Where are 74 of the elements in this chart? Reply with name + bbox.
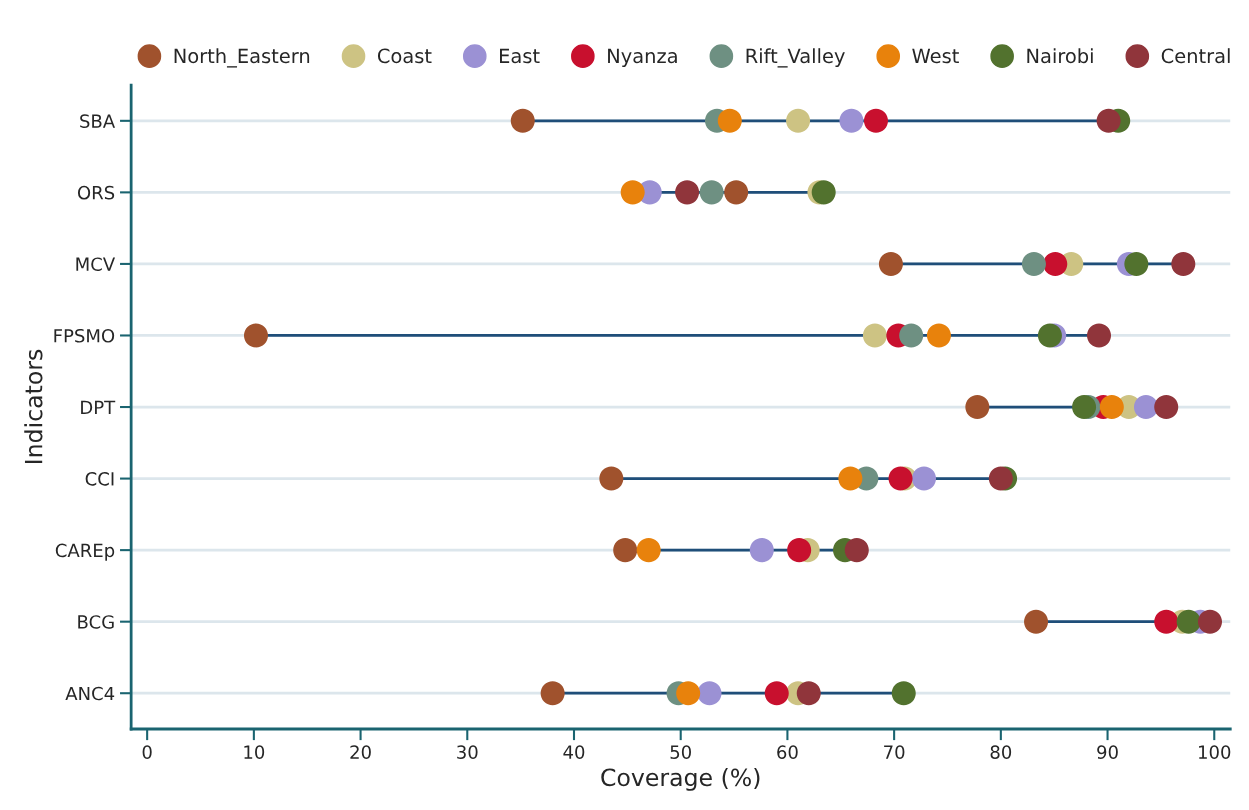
point [724, 180, 749, 205]
point [1154, 609, 1179, 634]
point [1197, 609, 1223, 634]
y-tick-label: DPT [81, 400, 116, 414]
x-tick-label: 70 [884, 745, 905, 759]
x-tick-label: 0 [142, 745, 152, 759]
point [510, 108, 535, 133]
point [620, 180, 645, 205]
x-tick-label: 60 [777, 745, 798, 759]
y-axis-title: Indicators [24, 349, 43, 464]
point [838, 466, 863, 491]
y-tick-label: ANC4 [65, 686, 115, 701]
point [926, 323, 951, 348]
legend-label: West [912, 48, 959, 64]
x-tick-label: 40 [563, 745, 585, 759]
legend-label: East [500, 48, 540, 64]
point [699, 180, 724, 205]
point [613, 538, 638, 563]
point [988, 466, 1013, 491]
point [844, 538, 869, 563]
y-tick-label: CAREp [55, 543, 115, 561]
y-tick-label: FPSMO [54, 328, 115, 343]
point [862, 323, 887, 348]
point [749, 538, 774, 563]
point [540, 681, 565, 706]
legend-label: North_Eastern [174, 48, 310, 68]
point [786, 108, 811, 133]
point [1099, 395, 1124, 420]
point [1021, 251, 1046, 276]
point [1133, 395, 1158, 420]
point [878, 251, 903, 276]
point [599, 466, 624, 491]
point [1124, 251, 1149, 276]
point [764, 681, 789, 706]
point [891, 681, 916, 706]
point [1154, 395, 1179, 420]
legend-label: Rift_Valley [746, 48, 845, 68]
point [675, 180, 700, 205]
y-tick-label: SBA [80, 114, 116, 128]
y-tick-label: CCI [85, 472, 114, 486]
x-tick-label: 20 [350, 745, 371, 759]
legend-label: Nairobi [1027, 48, 1093, 64]
y-tick-label: BCG [78, 615, 114, 629]
y-tick-label: MCV [76, 257, 116, 272]
point [911, 466, 937, 491]
point [1171, 251, 1196, 276]
point [1176, 609, 1201, 634]
x-tick-label: 50 [670, 745, 691, 759]
point [717, 108, 742, 133]
y-tick-label: ORS [77, 185, 115, 200]
x-tick-label: 10 [244, 745, 265, 759]
point [1086, 323, 1112, 348]
legend-label: Coast [377, 48, 432, 64]
point [1037, 323, 1062, 348]
legend-label: Nyanza [608, 48, 677, 68]
point [899, 323, 924, 348]
point [787, 538, 812, 563]
point [796, 681, 821, 706]
point [1024, 609, 1049, 634]
point [243, 323, 269, 348]
x-tick-label: 80 [990, 745, 1012, 759]
point [1043, 251, 1068, 276]
x-axis-title: Coverage (%) [601, 768, 760, 791]
point [863, 108, 889, 133]
legend-label: Central [1161, 48, 1230, 64]
x-tick-label: 100 [1199, 745, 1231, 759]
point [676, 681, 701, 706]
point [697, 681, 722, 706]
point [965, 395, 990, 420]
x-tick-label: 90 [1097, 745, 1118, 759]
point [839, 108, 864, 133]
point [636, 538, 661, 563]
point [1096, 108, 1121, 133]
x-tick-label: 30 [457, 745, 478, 759]
